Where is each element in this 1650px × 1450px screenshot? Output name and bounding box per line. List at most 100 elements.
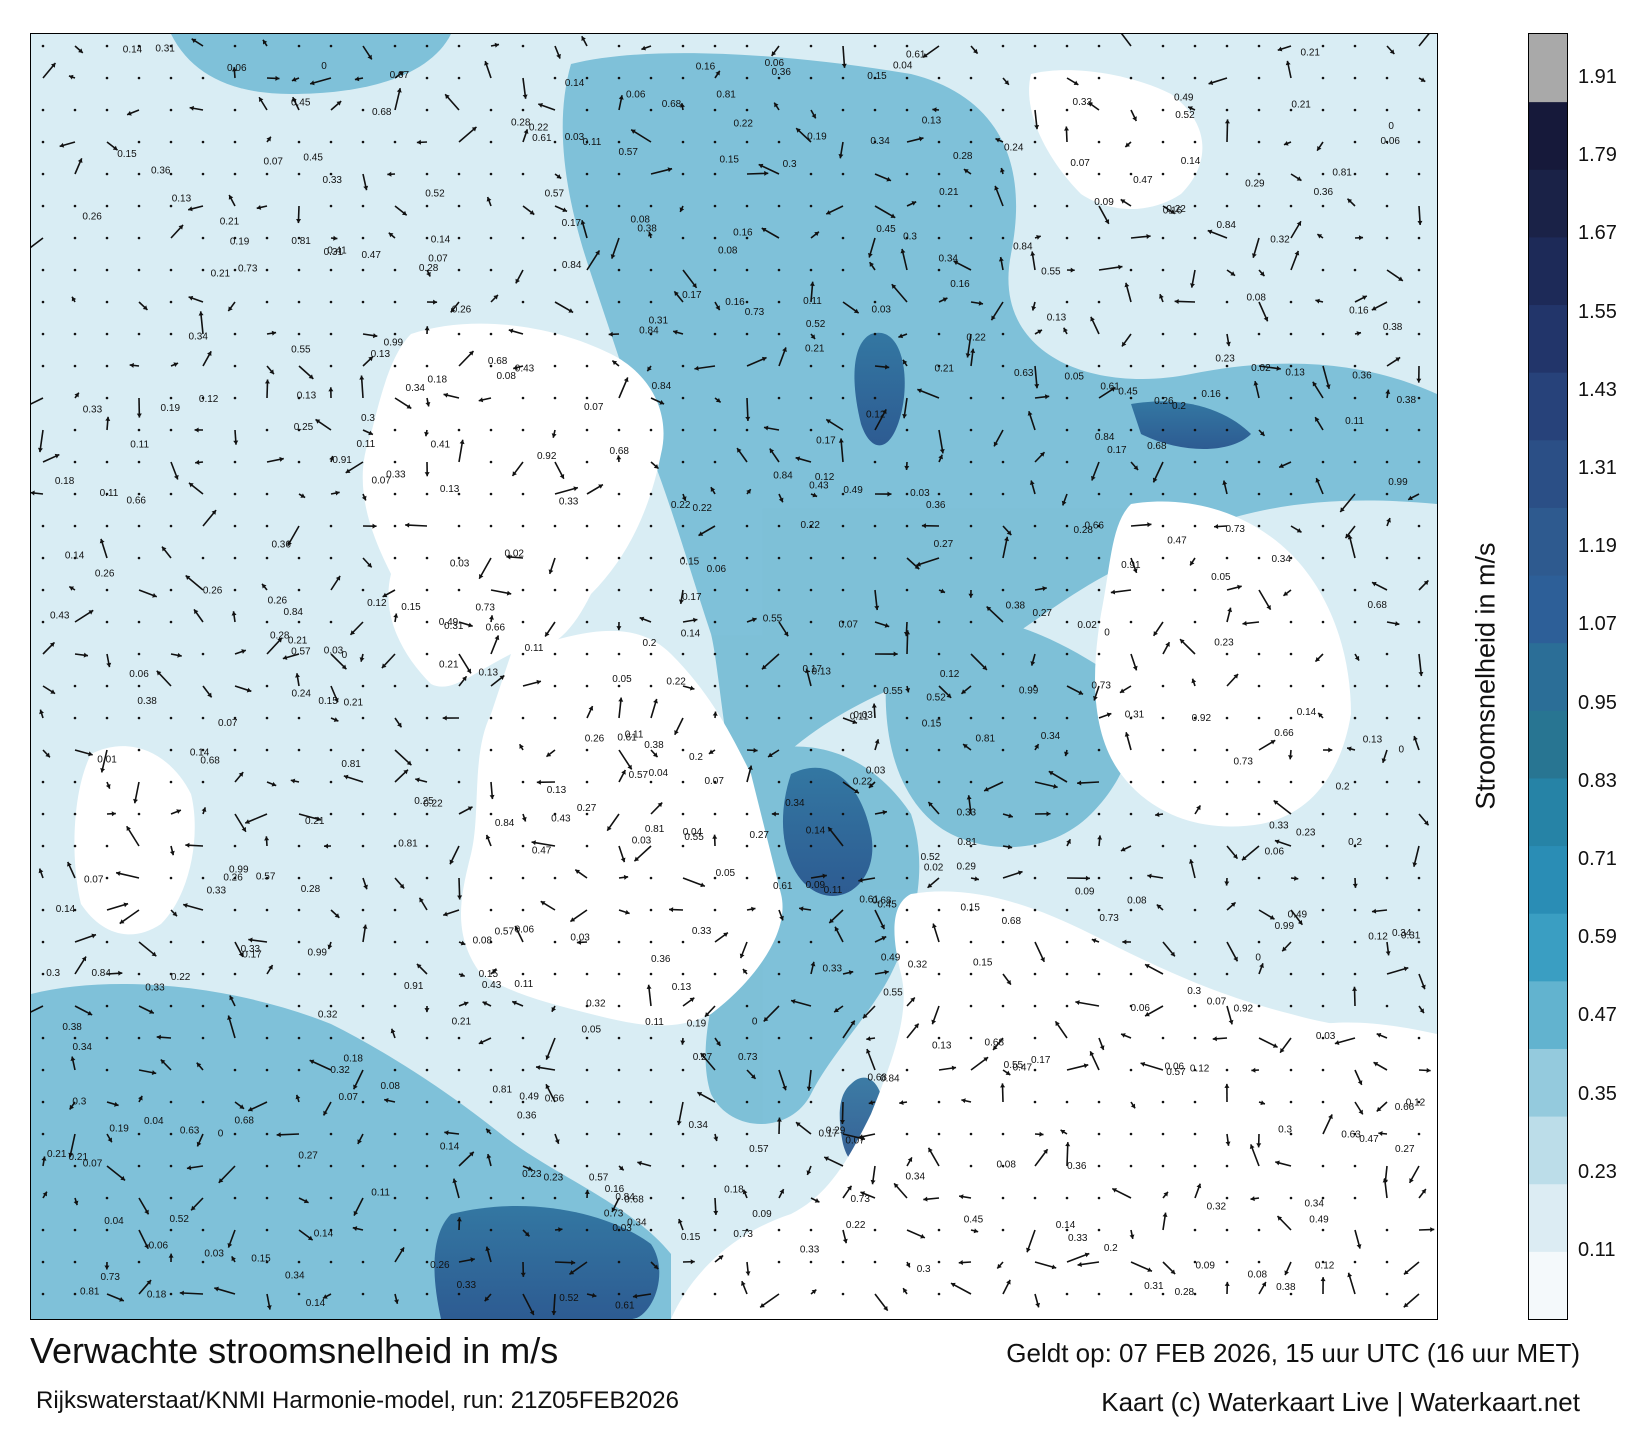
current-arrow-head bbox=[958, 1260, 963, 1266]
current-arrow-head bbox=[1378, 1131, 1383, 1137]
current-arrow-head bbox=[838, 438, 844, 443]
current-dot bbox=[425, 1228, 429, 1232]
current-dot bbox=[457, 1292, 461, 1296]
current-arrow-head bbox=[353, 1084, 358, 1090]
speed-value-label: 0.06 bbox=[129, 669, 149, 680]
current-dot bbox=[393, 972, 397, 976]
colorbar-title-text: Stroomsnelheid in m/s bbox=[1470, 542, 1501, 810]
current-arrow-head bbox=[791, 999, 796, 1004]
current-dot bbox=[73, 1228, 77, 1232]
current-dot bbox=[617, 44, 621, 48]
current-arrow-head bbox=[324, 843, 329, 849]
current-arrow-head bbox=[715, 70, 720, 76]
current-arrow-head bbox=[1153, 631, 1158, 636]
current-dot bbox=[1225, 716, 1229, 720]
current-arrow-head bbox=[396, 88, 402, 93]
current-dot bbox=[745, 44, 749, 48]
current-dot bbox=[937, 1132, 941, 1136]
current-dot bbox=[329, 780, 333, 784]
speed-value-label: 0.52 bbox=[169, 1214, 189, 1225]
current-arrow-head bbox=[1253, 381, 1259, 386]
colorbar-band bbox=[1529, 1183, 1567, 1252]
current-dot bbox=[1257, 44, 1261, 48]
current-arrow-head bbox=[146, 1280, 152, 1285]
current-arrow-head bbox=[384, 1098, 389, 1103]
current-arrow-head bbox=[50, 63, 56, 68]
current-dot bbox=[553, 812, 557, 816]
current-arrow-head bbox=[262, 583, 267, 589]
current-arrow-head bbox=[1132, 665, 1138, 671]
current-arrow-head bbox=[1382, 1178, 1388, 1183]
current-dot bbox=[265, 556, 269, 560]
current-arrow-head bbox=[1046, 811, 1051, 817]
current-dot bbox=[329, 44, 333, 48]
current-speed-map[interactable]: 0.57 0.34 0.41 0.22 0.12 0.28 0.47 0.16 0.32 0.11… bbox=[30, 33, 1438, 1320]
speed-value-label: 0.63 bbox=[1014, 368, 1034, 379]
current-arrow-head bbox=[1417, 220, 1423, 225]
current-dot bbox=[681, 140, 685, 144]
current-arrow-head bbox=[1409, 1178, 1414, 1183]
current-dot bbox=[745, 268, 749, 272]
current-dot bbox=[841, 492, 845, 496]
speed-value-label: 0.34 bbox=[73, 1042, 93, 1053]
current-arrow-head bbox=[1000, 1083, 1006, 1088]
current-arrow-head bbox=[151, 951, 157, 957]
current-dot bbox=[1353, 620, 1357, 624]
colorbar-band bbox=[1529, 304, 1567, 373]
current-arrow-head bbox=[1317, 234, 1323, 239]
current-dot bbox=[713, 588, 717, 592]
current-arrow-head bbox=[1005, 1070, 1011, 1075]
current-arrow-head bbox=[1132, 116, 1137, 121]
current-arrow-head bbox=[279, 456, 284, 462]
speed-value-label: 0.17 bbox=[1031, 1055, 1051, 1066]
current-dot bbox=[617, 204, 621, 208]
speed-value-label: 0.03 bbox=[204, 1248, 224, 1259]
current-arrow-head bbox=[641, 45, 647, 51]
current-arrow-head bbox=[761, 356, 767, 362]
current-arrow-head bbox=[173, 362, 179, 367]
speed-value-label: 0.52 bbox=[926, 693, 946, 704]
current-dot bbox=[1321, 940, 1325, 944]
speed-value-label: 0.09 bbox=[1195, 1260, 1215, 1271]
current-arrow-head bbox=[156, 670, 162, 676]
current-arrow-head bbox=[595, 250, 600, 256]
current-dot bbox=[1161, 428, 1165, 432]
current-arrow-head bbox=[774, 102, 779, 108]
current-arrow-head bbox=[1084, 1252, 1090, 1258]
current-arrow-head bbox=[105, 783, 111, 789]
current-arrow-head bbox=[460, 972, 465, 978]
speed-value-label: 0.84 bbox=[284, 607, 304, 618]
current-arrow-head bbox=[1403, 1302, 1409, 1308]
current-dot bbox=[1097, 364, 1101, 368]
speed-value-label: 0.34 bbox=[870, 136, 890, 147]
current-dot bbox=[809, 428, 813, 432]
current-dot bbox=[937, 364, 941, 368]
speed-value-label: 0.68 bbox=[624, 1194, 644, 1205]
speed-value-label: 0.06 bbox=[149, 1241, 169, 1252]
current-dot bbox=[1161, 492, 1165, 496]
current-dot bbox=[73, 1164, 77, 1168]
current-arrow-head bbox=[809, 281, 815, 286]
current-arrow-head bbox=[974, 876, 979, 882]
current-arrow-head bbox=[499, 675, 505, 680]
land-central bbox=[461, 630, 783, 1026]
current-dot bbox=[1001, 332, 1005, 336]
speed-value-label: 0.05 bbox=[612, 674, 632, 685]
current-dot bbox=[489, 140, 493, 144]
current-dot bbox=[425, 748, 429, 752]
current-dot bbox=[585, 1228, 589, 1232]
speed-value-label: 0.26 bbox=[452, 304, 472, 315]
current-arrow-head bbox=[903, 359, 908, 365]
current-arrow-head bbox=[196, 1062, 202, 1068]
current-arrow-head bbox=[399, 883, 405, 889]
current-arrow-head bbox=[1063, 327, 1068, 333]
speed-value-label: 0 bbox=[1388, 121, 1394, 132]
current-dot bbox=[1033, 1068, 1037, 1072]
current-arrow-head bbox=[105, 416, 111, 421]
current-dot bbox=[105, 716, 109, 720]
current-arrow-head bbox=[1418, 671, 1424, 677]
current-arrow-head bbox=[1124, 282, 1130, 288]
current-arrow-head bbox=[917, 388, 922, 394]
current-dot bbox=[969, 1004, 973, 1008]
current-dot bbox=[169, 300, 173, 304]
